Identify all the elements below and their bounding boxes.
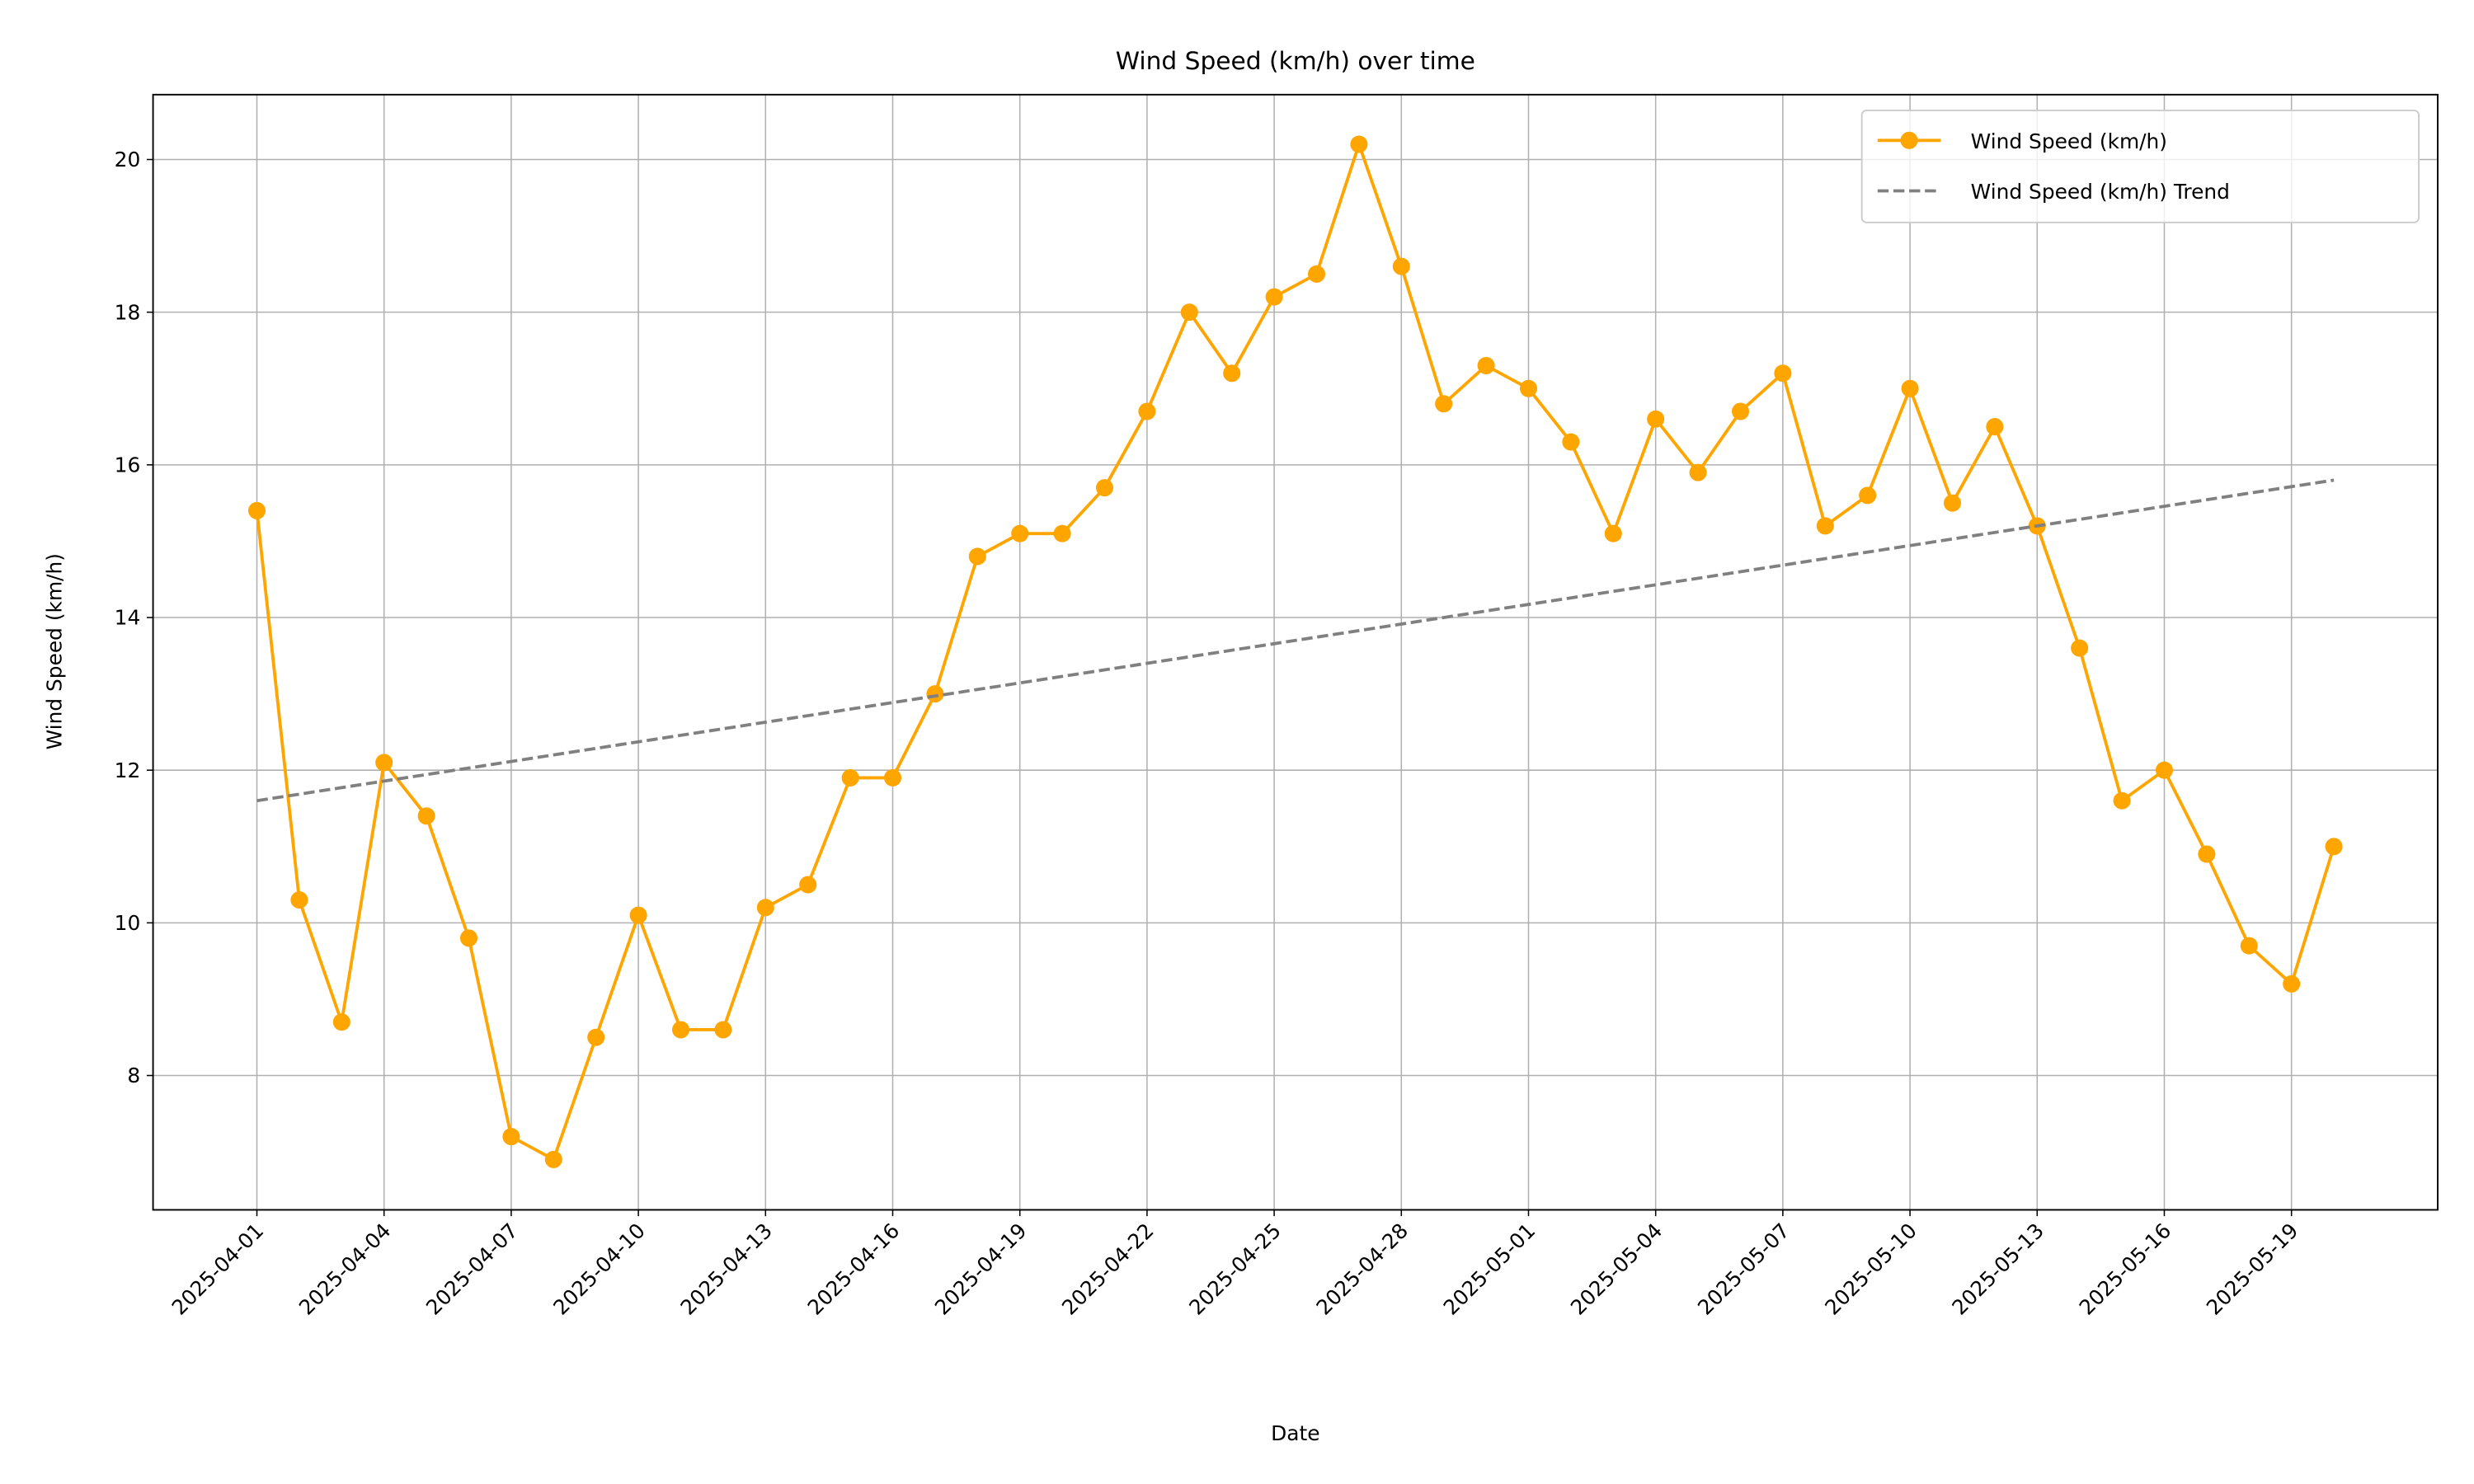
- marker: [1011, 524, 1029, 542]
- marker: [1647, 410, 1665, 428]
- marker: [841, 768, 859, 787]
- legend-marker: [1900, 131, 1918, 149]
- marker: [1138, 402, 1156, 420]
- y-tick-label: 8: [127, 1064, 140, 1087]
- marker: [1180, 303, 1198, 322]
- marker: [332, 1013, 350, 1031]
- marker: [1731, 402, 1750, 420]
- marker: [2325, 838, 2343, 856]
- marker: [629, 906, 647, 924]
- marker: [1265, 288, 1283, 306]
- marker: [756, 899, 774, 917]
- marker: [1689, 463, 1707, 481]
- marker: [2283, 974, 2301, 993]
- legend-box: [1860, 109, 2420, 223]
- marker: [1350, 135, 1368, 153]
- marker: [587, 1028, 605, 1046]
- marker: [417, 807, 435, 825]
- marker: [1392, 257, 1410, 275]
- legend-label: Wind Speed (km/h) Trend: [1971, 180, 2230, 204]
- marker: [1816, 517, 1834, 535]
- marker: [968, 547, 986, 566]
- chart-title: Wind Speed (km/h) over time: [1116, 46, 1475, 75]
- marker: [883, 768, 902, 787]
- marker: [714, 1021, 732, 1039]
- marker: [2240, 937, 2258, 955]
- marker: [2071, 639, 2089, 657]
- y-tick-label: 18: [115, 300, 141, 324]
- marker: [290, 891, 308, 909]
- marker: [1435, 395, 1453, 413]
- y-tick-label: 14: [115, 606, 141, 630]
- marker: [1053, 524, 1071, 542]
- marker: [1307, 265, 1326, 283]
- marker: [799, 876, 817, 894]
- marker: [247, 501, 266, 519]
- legend-label: Wind Speed (km/h): [1971, 129, 2167, 153]
- marker: [1986, 418, 2004, 436]
- y-tick-label: 10: [115, 911, 141, 935]
- marker: [671, 1021, 690, 1039]
- marker: [1604, 524, 1622, 542]
- marker: [1223, 364, 1241, 383]
- marker: [1562, 433, 1580, 451]
- line: [255, 139, 2335, 1162]
- marker: [544, 1150, 562, 1168]
- marker: [926, 685, 944, 703]
- marker: [2198, 845, 2216, 863]
- line: [256, 478, 2335, 803]
- y-tick-label: 16: [115, 453, 141, 477]
- marker: [1477, 356, 1495, 374]
- marker: [459, 929, 478, 947]
- x-axis-label: Date: [1271, 1421, 1319, 1445]
- marker: [1774, 364, 1792, 383]
- marker: [375, 754, 393, 772]
- y-axis-label: Wind Speed (km/h): [43, 553, 67, 749]
- marker: [1901, 379, 1919, 397]
- marker: [1095, 479, 1114, 497]
- marker: [2155, 761, 2173, 779]
- y-tick-label: 12: [115, 758, 141, 782]
- marker: [1859, 486, 1877, 505]
- marker: [1519, 379, 1538, 397]
- marker: [502, 1128, 520, 1146]
- y-tick-label: 20: [115, 148, 141, 171]
- axes-frame: [152, 93, 2439, 1211]
- marker: [1943, 494, 1961, 512]
- marker: [2113, 791, 2131, 810]
